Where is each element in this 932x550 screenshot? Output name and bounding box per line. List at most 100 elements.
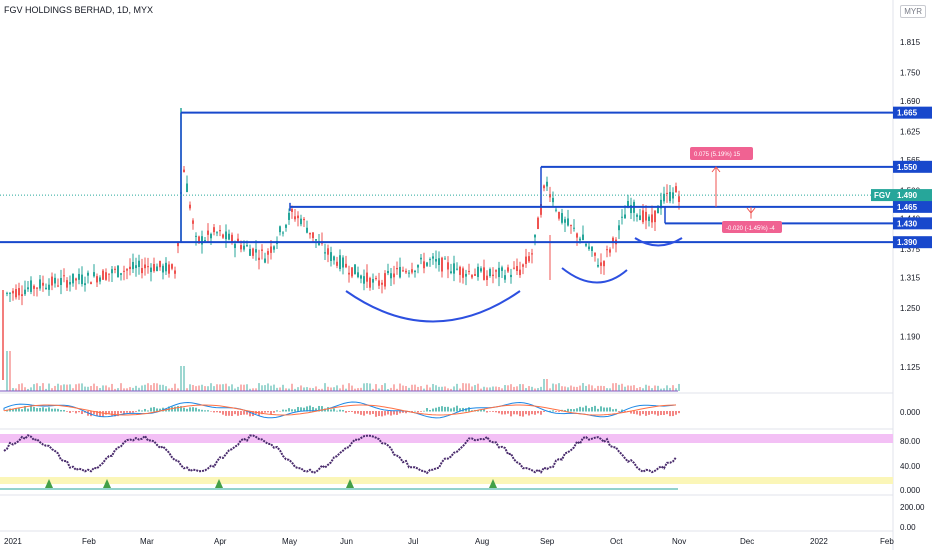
macd-bar — [588, 408, 590, 412]
candle-body — [315, 239, 317, 241]
volume-bar — [411, 384, 413, 391]
time-tick-label: 2021 — [4, 537, 22, 546]
time-tick-label: Aug — [475, 537, 489, 546]
volume-bar — [153, 383, 155, 391]
macd-bar — [660, 411, 662, 416]
candle-body — [237, 238, 239, 242]
candle-body — [192, 220, 194, 224]
macd-bar — [402, 411, 404, 413]
volume-bar — [141, 385, 143, 391]
signal-triangle-icon — [103, 479, 111, 488]
volume-bar — [414, 384, 416, 391]
macd-bar — [579, 406, 581, 412]
volume-bar — [252, 388, 254, 391]
candle-body — [369, 277, 371, 288]
macd-bar — [117, 411, 119, 417]
macd-bar — [426, 408, 428, 412]
candle-body — [9, 292, 11, 294]
candle-body — [153, 264, 155, 272]
volume-bar — [342, 384, 344, 391]
candle-body — [432, 256, 434, 259]
macd-bar — [213, 411, 215, 413]
candle-body — [240, 245, 242, 250]
volume-bar — [453, 386, 455, 391]
macd-bar — [273, 411, 275, 413]
volume-bar — [468, 383, 470, 391]
volume-bar — [405, 386, 407, 391]
volume-bar — [78, 383, 80, 391]
currency-badge[interactable]: MYR — [900, 5, 926, 18]
volume-bar — [555, 384, 557, 391]
macd-bar — [315, 408, 317, 412]
candle-body — [195, 235, 197, 237]
macd-bar — [147, 410, 149, 412]
macd-bar — [498, 411, 500, 414]
macd-bar — [642, 411, 644, 415]
volume-bar — [144, 384, 146, 391]
volume-bar — [231, 384, 233, 391]
macd-bar — [261, 411, 263, 415]
candle-body — [504, 275, 506, 280]
volume-bar — [423, 388, 425, 391]
volume-bar — [567, 387, 569, 391]
macd-bar — [204, 410, 206, 412]
volume-bar — [42, 383, 44, 391]
candle-body — [234, 243, 236, 249]
macd-bar — [309, 405, 311, 412]
macd-bar — [327, 407, 329, 412]
volume-bar — [360, 387, 362, 391]
volume-bar — [552, 383, 554, 391]
volume-bar — [366, 383, 368, 391]
macd-bar — [570, 409, 572, 412]
candle-body — [519, 269, 521, 276]
macd-bar — [282, 409, 284, 412]
volume-bar — [636, 388, 638, 391]
candle-body — [144, 264, 146, 269]
macd-bar — [144, 408, 146, 412]
candle-body — [468, 270, 470, 272]
macd-bar — [393, 411, 395, 415]
volume-bar — [225, 383, 227, 391]
macd-bar — [192, 407, 194, 412]
candle-body — [141, 267, 143, 274]
volume-bar — [243, 384, 245, 391]
macd-bar — [582, 407, 584, 412]
macd-bar — [657, 411, 659, 416]
volume-bar — [312, 388, 314, 391]
candle-body — [357, 272, 359, 278]
macd-bar — [72, 411, 74, 412]
volume-bar — [549, 388, 551, 391]
macd-bar — [549, 410, 551, 412]
macd-bar — [591, 406, 593, 412]
macd-bar — [81, 411, 83, 415]
volume-bar — [222, 384, 224, 391]
volume-bar — [597, 385, 599, 391]
volume-bar — [303, 387, 305, 391]
measure-up-label: 0.075 (5.19%) 15 — [694, 152, 741, 158]
candle-body — [663, 193, 665, 202]
macd-bar — [120, 411, 122, 414]
candle-body — [474, 274, 476, 276]
macd-bar — [342, 410, 344, 412]
candle-body — [660, 199, 662, 209]
volume-bar — [678, 383, 680, 391]
macd-bar — [69, 411, 71, 413]
volume-bar — [183, 366, 185, 391]
price-tick-label: 1.690 — [900, 97, 921, 106]
volume-bar — [588, 384, 590, 391]
volume-bar — [618, 384, 620, 391]
candle-body — [414, 270, 416, 273]
candle-body — [114, 268, 116, 270]
volume-bar — [180, 366, 182, 391]
candle-body — [297, 215, 299, 219]
candle-body — [486, 275, 488, 280]
macd-bar — [486, 411, 488, 413]
macd-bar — [369, 411, 371, 415]
candle-body — [207, 230, 209, 235]
volume-bar — [390, 387, 392, 391]
candle-body — [261, 249, 263, 251]
candle-body — [63, 275, 65, 277]
macd-bar — [360, 411, 362, 415]
volume-bar — [471, 386, 473, 391]
